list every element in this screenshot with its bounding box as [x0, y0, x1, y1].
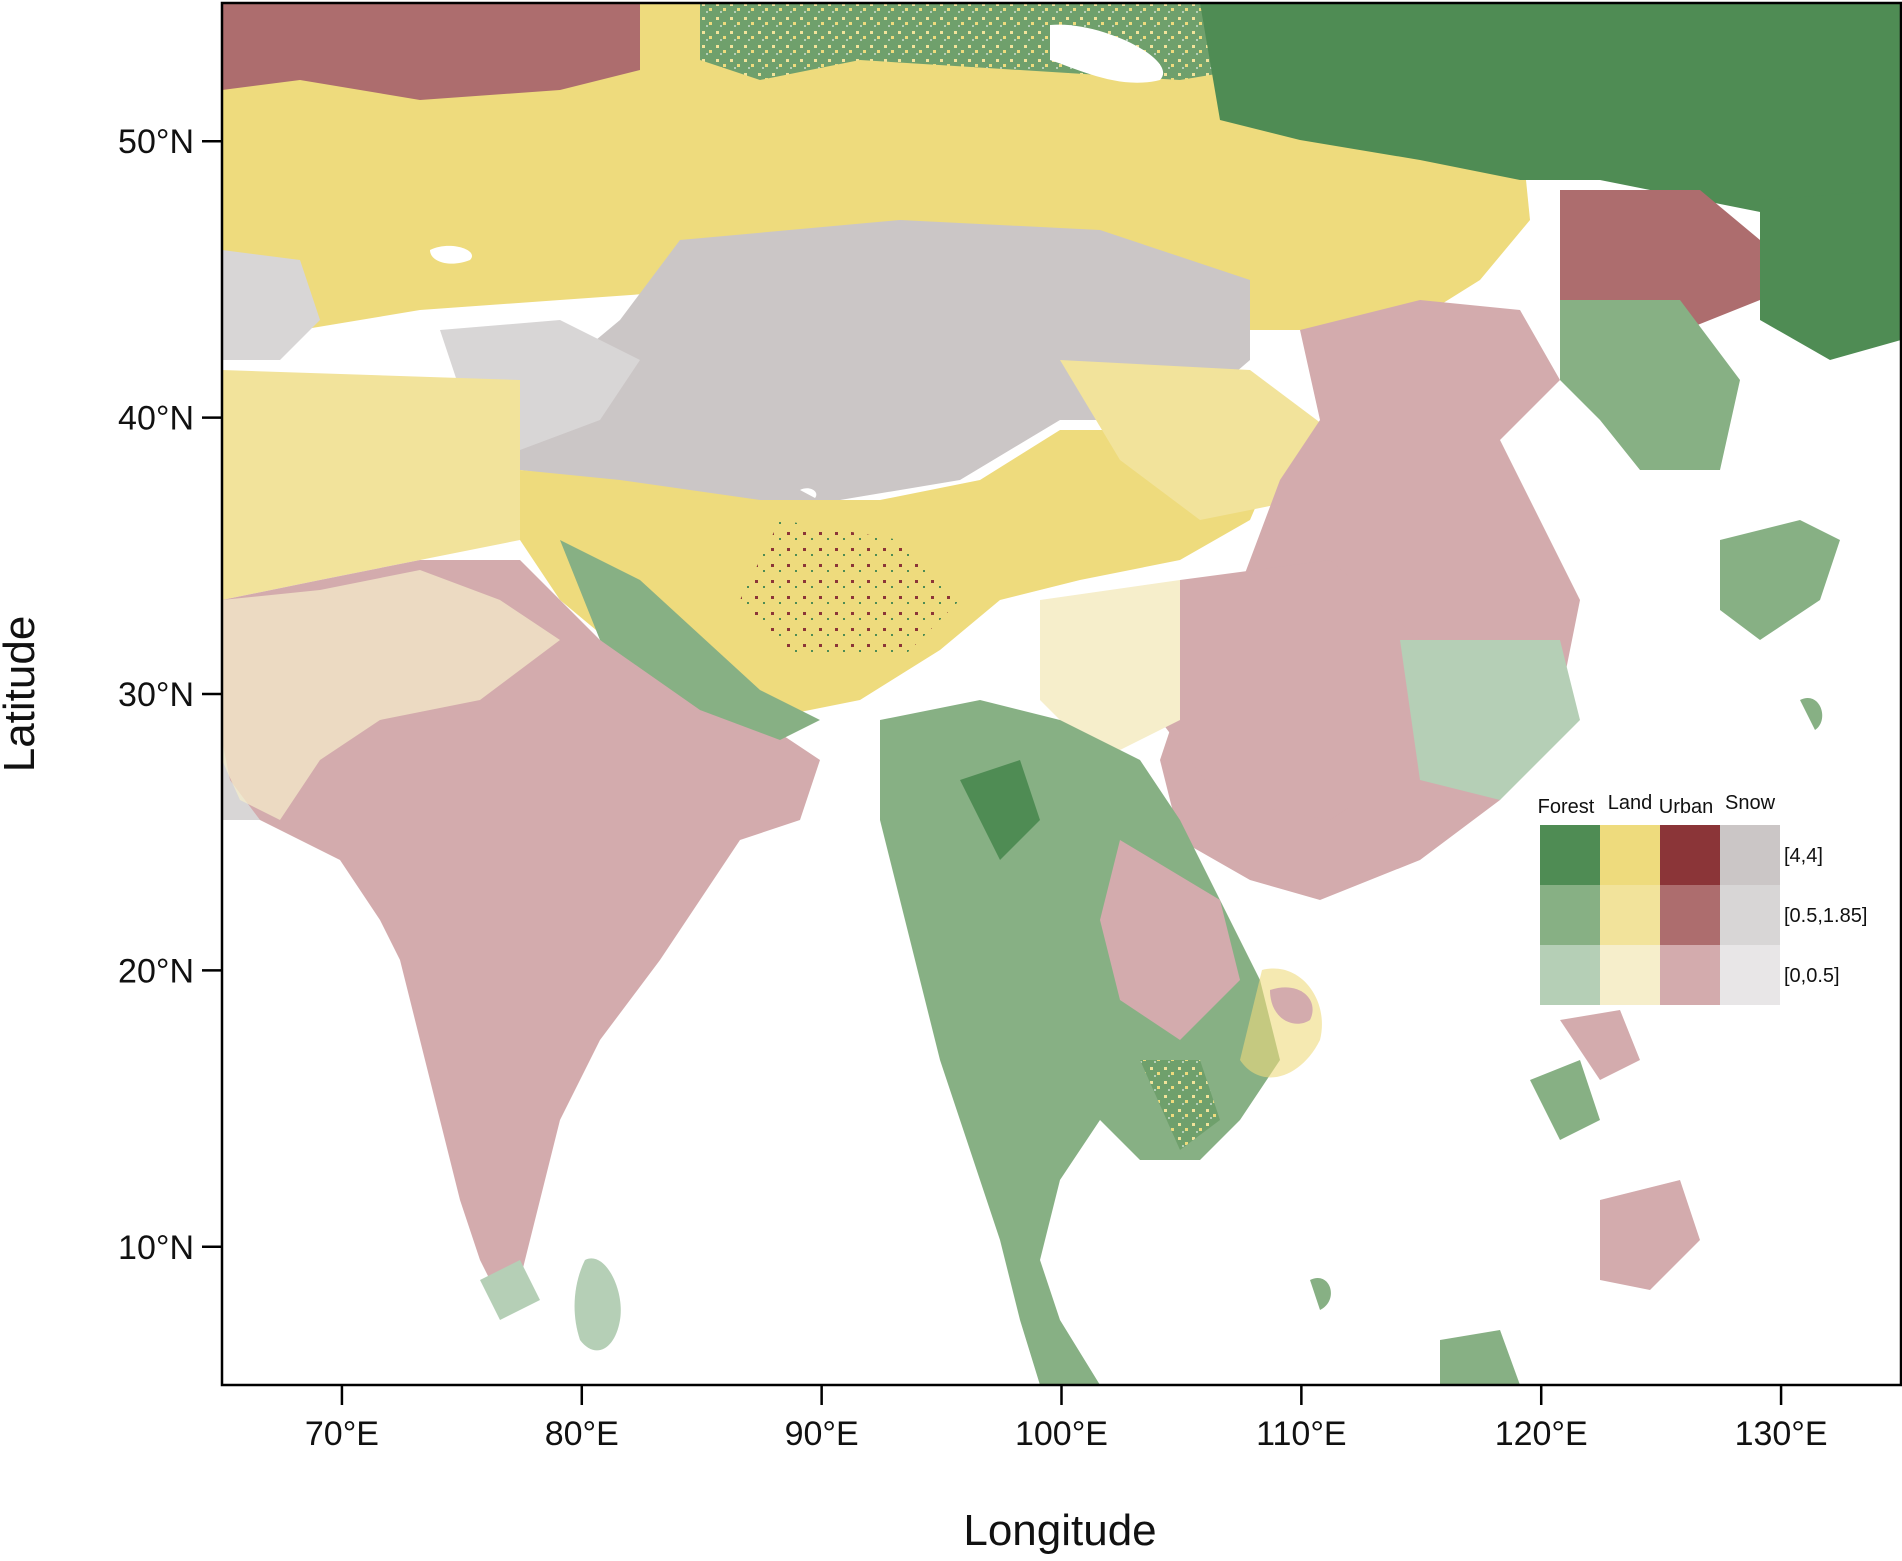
legend-column-label: Snow — [1725, 792, 1776, 814]
x-axis-label: Longitude — [963, 1506, 1156, 1555]
legend: Forest Land Urban Snow [4,4] [0.5,1.85] [0,0.5… — [1538, 792, 1867, 1005]
x-tick-label: 120°E — [1495, 1415, 1588, 1453]
legend-column-label: Forest — [1538, 796, 1595, 818]
legend-swatch — [1600, 885, 1660, 945]
y-axis-label: Latitude — [0, 616, 44, 773]
legend-row-label: [4,4] — [1784, 845, 1823, 867]
islands — [1270, 520, 1840, 1385]
y-tick-label: 30°N — [118, 676, 194, 714]
map-plot-area — [222, 3, 1901, 1385]
land-mass-tibet — [222, 360, 1330, 720]
legend-swatch — [1720, 825, 1780, 885]
x-tick-label: 80°E — [545, 1415, 619, 1453]
land-mass-north — [222, 3, 1901, 470]
x-tick-label: 100°E — [1015, 1415, 1108, 1453]
lakes — [430, 245, 1592, 498]
x-tick-label: 90°E — [785, 1415, 859, 1453]
x-axis: 70°E 80°E 90°E 100°E 110°E 120°E 130°E — [305, 1385, 1828, 1453]
x-tick-label: 110°E — [1256, 1415, 1346, 1453]
y-tick-label: 10°N — [118, 1229, 194, 1267]
legend-swatch — [1600, 945, 1660, 1005]
y-tick-label: 50°N — [118, 123, 194, 161]
legend-swatch — [1660, 885, 1720, 945]
land-mass-east-china — [1040, 300, 1580, 900]
legend-swatch — [1720, 885, 1780, 945]
legend-swatch — [1600, 825, 1660, 885]
y-tick-label: 40°N — [118, 400, 194, 438]
land-mass-indochina — [880, 700, 1322, 1385]
legend-swatch — [1720, 945, 1780, 1005]
legend-column-label: Urban — [1659, 796, 1713, 818]
x-tick-label: 70°E — [305, 1415, 379, 1453]
legend-row-label: [0,0.5] — [1784, 965, 1840, 987]
y-axis: 10°N 20°N 30°N 40°N 50°N — [118, 123, 222, 1267]
land-mass-india — [222, 540, 820, 1351]
legend-swatch — [1540, 885, 1600, 945]
legend-swatch — [1540, 945, 1600, 1005]
legend-row-label: [0.5,1.85] — [1784, 905, 1867, 927]
legend-column-label: Land — [1608, 792, 1653, 814]
x-tick-label: 130°E — [1735, 1415, 1828, 1453]
legend-swatch — [1660, 945, 1720, 1005]
y-tick-label: 20°N — [118, 952, 194, 990]
legend-swatch — [1660, 825, 1720, 885]
legend-swatch — [1540, 825, 1600, 885]
